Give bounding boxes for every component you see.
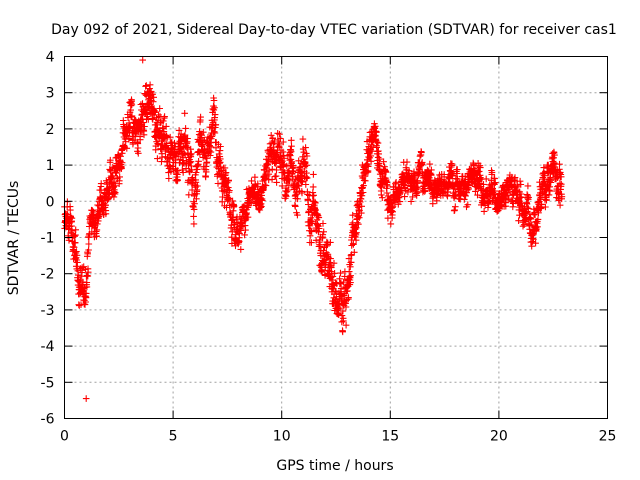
x-tick-label: 20 <box>490 429 508 445</box>
x-tick-label: 10 <box>273 429 291 445</box>
y-tick-label: -5 <box>41 375 55 391</box>
data-point-markers <box>61 56 566 402</box>
y-tick-label: 2 <box>46 122 55 138</box>
x-tick-label: 25 <box>599 429 617 445</box>
y-tick-label: 4 <box>46 50 55 66</box>
x-tick-label: 15 <box>381 429 399 445</box>
data-points <box>61 56 566 402</box>
y-tick-labels: -6 -5 -4 -3 -2 -1 0 1 2 3 4 <box>41 50 55 428</box>
y-tick-label: -3 <box>41 303 55 319</box>
axis-ticks <box>64 56 608 419</box>
y-tick-label: -2 <box>41 267 55 283</box>
y-tick-label: -6 <box>41 412 55 428</box>
x-tick-labels: 0 5 10 15 20 25 <box>60 429 616 445</box>
y-tick-label: -1 <box>41 231 55 247</box>
y-tick-label: 3 <box>46 86 55 102</box>
x-tick-label: 0 <box>60 429 69 445</box>
x-tick-label: 5 <box>169 429 178 445</box>
y-axis-label: SDTVAR / TECUs <box>6 181 22 296</box>
y-tick-label: -4 <box>41 339 55 355</box>
y-tick-label: 1 <box>46 158 55 174</box>
chart-title: Day 092 of 2021, Sidereal Day-to-day VTE… <box>51 22 617 38</box>
x-axis-label: GPS time / hours <box>276 458 393 474</box>
y-tick-label: 0 <box>46 194 55 210</box>
